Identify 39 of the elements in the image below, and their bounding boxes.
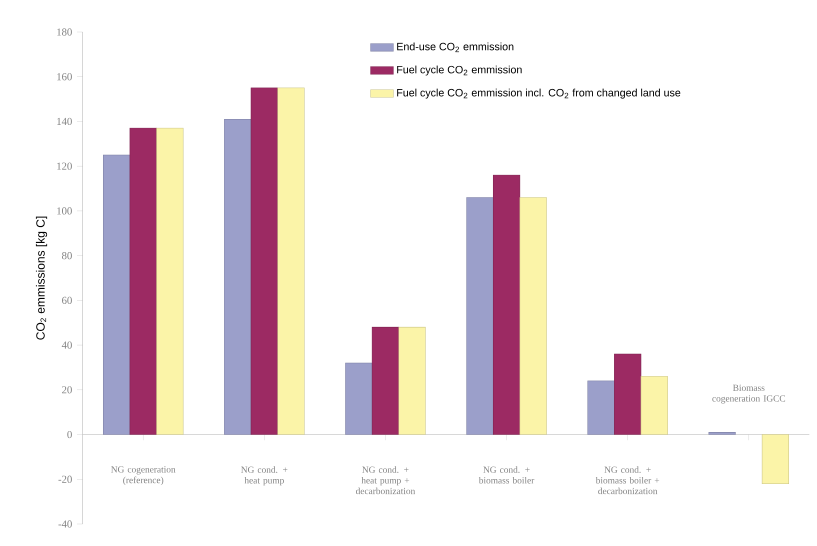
bar bbox=[250, 88, 278, 435]
bar bbox=[277, 88, 305, 435]
y-tick-label: -40 bbox=[58, 520, 72, 528]
bar bbox=[345, 362, 372, 435]
x-tick-label: NG cond. + heat pump bbox=[241, 466, 288, 486]
bar bbox=[587, 380, 615, 435]
y-axis-title: CO$_{2}$ emmissions [kg C] bbox=[36, 216, 48, 340]
bar bbox=[640, 376, 668, 435]
y-tick-label: 20 bbox=[62, 386, 72, 394]
x-tick-label: NG cond. + biomass boiler bbox=[478, 466, 534, 484]
bar bbox=[102, 154, 130, 435]
y-tick-label: 40 bbox=[62, 341, 72, 349]
x-tick-label: NG cond. + biomass boiler + decarbonization bbox=[596, 466, 660, 494]
bar bbox=[466, 197, 494, 435]
bar bbox=[372, 326, 400, 435]
legend-label: Fuel cycle CO$_{2}$ emmission bbox=[397, 66, 522, 76]
y-tick-label: 180 bbox=[57, 28, 72, 36]
bar bbox=[398, 326, 426, 435]
y-tick-label: 0 bbox=[67, 430, 72, 438]
legend-label: Fuel cycle CO$_{2}$ emmission incl. CO$_{2}$ from changed land use bbox=[397, 88, 680, 99]
bar bbox=[520, 197, 547, 435]
y-tick-label: 140 bbox=[57, 118, 72, 126]
bar bbox=[708, 432, 736, 435]
y-tick-label: 120 bbox=[57, 162, 72, 170]
y-tick-label: 100 bbox=[57, 207, 72, 215]
bar bbox=[224, 118, 252, 435]
y-tick-label: 80 bbox=[62, 252, 72, 260]
x-tick-label: Biomass cogeneration IGCC bbox=[712, 384, 786, 404]
y-tick-label: 160 bbox=[57, 73, 72, 80]
y-tick-label: 60 bbox=[62, 296, 72, 304]
legend-label: End-use CO$_{2}$ emmission bbox=[397, 42, 514, 52]
bar bbox=[492, 174, 520, 435]
bar bbox=[130, 128, 157, 435]
y-tick-label: -20 bbox=[58, 476, 72, 483]
x-tick-label: NG cond. + heat pump + decarbonization bbox=[356, 466, 416, 494]
bar bbox=[156, 128, 184, 435]
x-tick-label: NG cogeneration (reference) bbox=[111, 466, 176, 486]
bar bbox=[614, 354, 642, 435]
bar bbox=[762, 434, 790, 484]
